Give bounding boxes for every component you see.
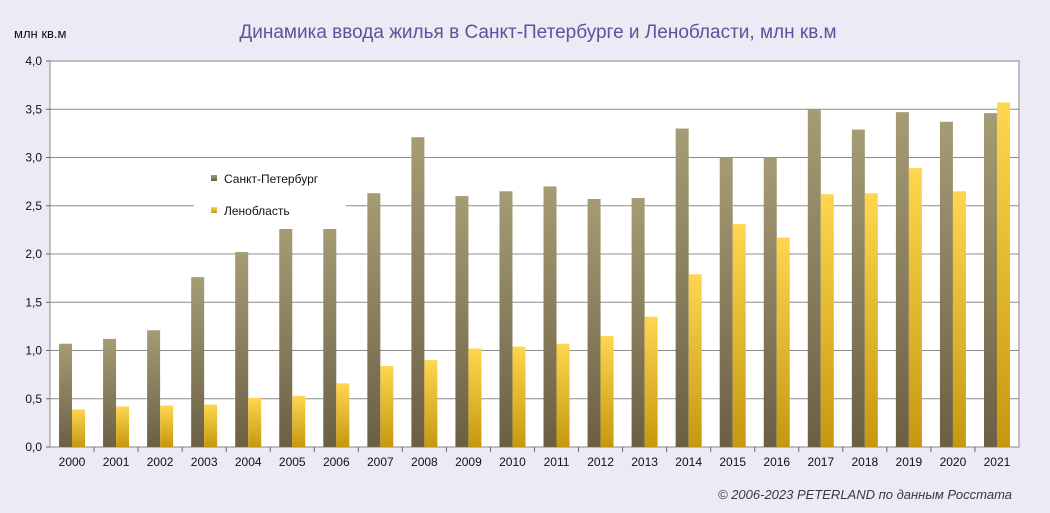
bar-lenoblast-2014	[688, 274, 702, 447]
x-tick-label-2019: 2019	[896, 455, 923, 469]
bar-spb-2002	[147, 330, 161, 447]
x-tick-label-2013: 2013	[631, 455, 658, 469]
bar-spb-2017	[807, 109, 821, 447]
x-tick-label-2011: 2011	[544, 455, 570, 469]
bar-spb-2014	[675, 128, 689, 448]
bar-spb-2020	[939, 121, 953, 448]
legend-swatch-spb	[211, 175, 217, 181]
bar-spb-2011	[543, 186, 557, 447]
y-tick-label: 3,0	[25, 151, 42, 165]
x-tick-label-2001: 2001	[103, 455, 130, 469]
bar-lenoblast-2005	[292, 395, 306, 447]
x-tick-label-2021: 2021	[984, 455, 1011, 469]
x-tick-label-2003: 2003	[191, 455, 218, 469]
bar-spb-2006	[323, 226, 337, 447]
x-axis-ticks: 2000 2001 2002 2003 2004 2005 2006 2007 2008 2009…	[59, 447, 1011, 469]
bar-lenoblast-2002	[160, 405, 174, 447]
y-tick-label: 1,0	[25, 344, 42, 358]
bar-lenoblast-2010	[512, 346, 526, 447]
bar-spb-2013	[631, 198, 645, 447]
x-tick-label-2005: 2005	[279, 455, 306, 469]
x-tick-label-2000: 2000	[59, 455, 86, 469]
x-tick-label-2015: 2015	[719, 455, 746, 469]
bar-spb-2008	[411, 137, 425, 448]
bar-lenoblast-2011	[556, 343, 570, 447]
bar-spb-2010	[499, 191, 513, 447]
legend-label-len: Ленобласть	[224, 204, 290, 218]
bar-lenoblast-2006	[336, 383, 350, 447]
bar-spb-2015	[719, 157, 733, 447]
bar-spb-2003	[191, 277, 205, 447]
x-tick-label-2010: 2010	[499, 455, 526, 469]
x-tick-label-2006: 2006	[323, 455, 350, 469]
bar-spb-2012	[587, 198, 601, 447]
bar-spb-2001	[103, 338, 117, 447]
y-axis-unit-label: млн кв.м	[14, 26, 67, 41]
x-tick-label-2007: 2007	[367, 455, 394, 469]
bar-spb-2007	[367, 193, 381, 447]
y-tick-label: 4,0	[25, 54, 42, 68]
x-tick-label-2017: 2017	[807, 455, 834, 469]
bar-lenoblast-2004	[248, 397, 262, 447]
y-tick-label: 1,5	[25, 295, 42, 309]
bar-lenoblast-2017	[820, 194, 834, 447]
x-tick-label-2008: 2008	[411, 455, 438, 469]
bar-lenoblast-2000	[72, 409, 86, 447]
legend-label-spb: Санкт-Петербург	[224, 172, 319, 186]
x-tick-label-2018: 2018	[851, 455, 878, 469]
bar-lenoblast-2015	[732, 224, 746, 447]
x-tick-label-2009: 2009	[455, 455, 482, 469]
bar-lenoblast-2001	[116, 406, 130, 447]
bar-spb-2018	[851, 129, 865, 447]
bar-lenoblast-2012	[600, 336, 614, 447]
y-tick-label: 0,5	[25, 392, 42, 406]
legend-swatch-len	[211, 207, 217, 213]
bar-spb-2000	[59, 343, 73, 447]
bar-lenoblast-2008	[424, 360, 438, 447]
x-tick-label-2002: 2002	[147, 455, 174, 469]
x-tick-label-2014: 2014	[675, 455, 702, 469]
x-tick-label-2012: 2012	[587, 455, 614, 469]
bar-lenoblast-2016	[776, 237, 790, 447]
bar-spb-2019	[895, 112, 909, 448]
bar-lenoblast-2020	[952, 191, 966, 447]
legend-box	[194, 165, 346, 229]
bar-lenoblast-2018	[864, 193, 878, 447]
x-tick-label-2004: 2004	[235, 455, 262, 469]
chart-title: Динамика ввода жилья в Санкт-Петербурге …	[239, 22, 836, 43]
bar-lenoblast-2013	[644, 316, 658, 447]
y-tick-label: 3,5	[25, 102, 42, 116]
bar-lenoblast-2019	[908, 168, 922, 448]
x-tick-label-2016: 2016	[763, 455, 790, 469]
bar-lenoblast-2009	[468, 348, 482, 447]
bar-spb-2016	[763, 157, 777, 447]
y-tick-label: 0,0	[25, 440, 42, 454]
bar-spb-2004	[235, 252, 249, 447]
x-tick-label-2020: 2020	[940, 455, 967, 469]
bars	[59, 102, 1010, 448]
legend: Санкт-Петербург Ленобласть	[194, 165, 346, 229]
y-tick-label: 2,5	[25, 199, 42, 213]
bar-spb-2021	[983, 113, 997, 448]
bar-spb-2009	[455, 196, 469, 447]
y-axis-ticks: 0,0 0,5 1,0 1,5 2,0 2,5 3,0 3,5 4,0	[25, 54, 50, 454]
bar-lenoblast-2003	[204, 404, 218, 447]
bar-lenoblast-2021	[996, 102, 1010, 448]
copyright-text: © 2006-2023 PETERLAND по данным Росстата	[718, 487, 1012, 502]
bar-spb-2005	[279, 227, 293, 447]
bar-lenoblast-2007	[380, 365, 394, 447]
y-tick-label: 2,0	[25, 247, 42, 261]
